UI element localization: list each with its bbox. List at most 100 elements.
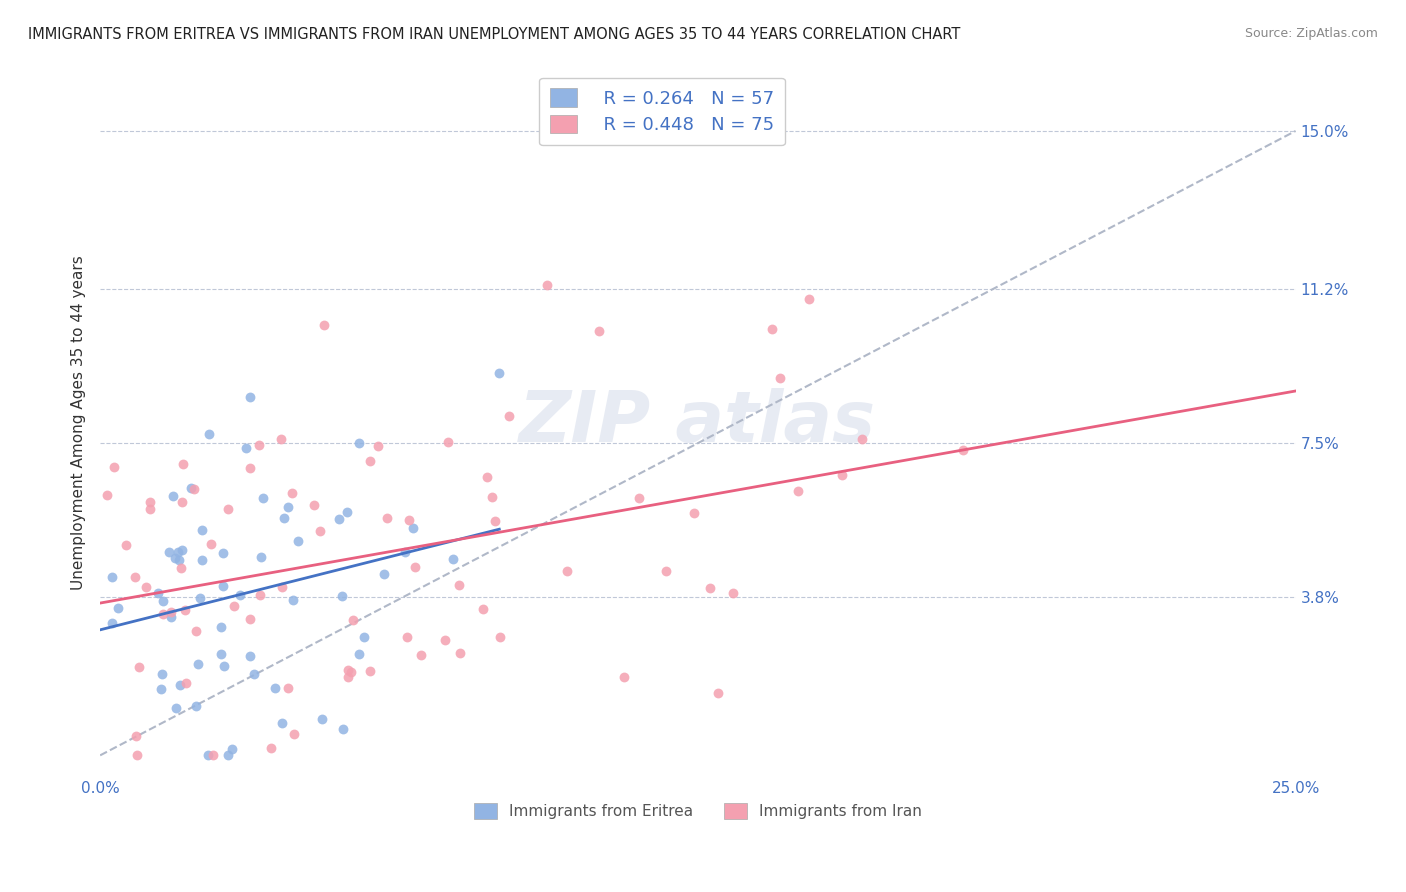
Point [139,502,162,516]
Point [394,545,416,559]
Point [277,681,299,695]
Point [159,610,181,624]
Point [152,607,174,622]
Point [441,552,464,566]
Point [706,686,728,700]
Point [488,631,510,645]
Point [271,715,294,730]
Point [353,630,375,644]
Point [202,748,225,763]
Point [169,553,191,567]
Point [239,648,262,663]
Point [250,549,273,564]
Point [191,524,214,538]
Point [146,586,169,600]
Point [260,741,283,756]
Point [787,484,810,499]
Point [314,318,336,332]
Point [723,585,745,599]
Point [336,505,359,519]
Point [198,426,221,441]
Point [149,682,172,697]
Point [437,435,460,450]
Point [252,491,274,506]
Point [330,590,353,604]
Point [174,603,197,617]
Point [271,580,294,594]
Point [135,580,157,594]
Point [588,324,610,338]
Point [242,666,264,681]
Text: ZIP atlas: ZIP atlas [519,388,876,457]
Point [212,579,235,593]
Point [222,599,245,614]
Point [311,712,333,726]
Point [114,538,136,552]
Point [212,658,235,673]
Point [328,512,350,526]
Point [174,675,197,690]
Point [628,491,651,505]
Point [187,657,209,671]
Point [211,546,233,560]
Point [101,570,124,584]
Point [402,520,425,534]
Point [281,593,304,607]
Point [769,370,792,384]
Point [247,438,270,452]
Point [336,670,359,684]
Point [159,606,181,620]
Point [404,559,426,574]
Point [107,601,129,615]
Point [332,722,354,736]
Point [103,460,125,475]
Point [239,390,262,404]
Point [613,670,636,684]
Point [125,748,148,763]
Point [831,468,853,483]
Point [229,588,252,602]
Point [180,481,202,495]
Point [170,542,193,557]
Point [347,435,370,450]
Point [349,648,371,662]
Point [342,613,364,627]
Point [359,664,381,678]
Point [170,495,193,509]
Point [191,552,214,566]
Point [472,602,495,616]
Point [197,748,219,763]
Point [952,443,974,458]
Point [239,612,262,626]
Point [217,502,239,516]
Point [277,500,299,515]
Legend: Immigrants from Eritrea, Immigrants from Iran: Immigrants from Eritrea, Immigrants from… [468,797,928,825]
Point [188,591,211,605]
Point [200,536,222,550]
Point [273,511,295,525]
Point [302,498,325,512]
Point [555,564,578,578]
Point [172,457,194,471]
Point [366,440,388,454]
Point [536,277,558,292]
Point [184,699,207,714]
Text: IMMIGRANTS FROM ERITREA VS IMMIGRANTS FROM IRAN UNEMPLOYMENT AMONG AGES 35 TO 44: IMMIGRANTS FROM ERITREA VS IMMIGRANTS FR… [28,27,960,42]
Point [761,322,783,336]
Point [359,454,381,468]
Point [433,633,456,648]
Point [488,367,510,381]
Point [655,564,678,578]
Point [375,511,398,525]
Point [477,470,499,484]
Point [799,292,821,306]
Point [373,567,395,582]
Point [398,513,420,527]
Point [264,681,287,695]
Point [287,534,309,549]
Point [124,570,146,584]
Point [183,482,205,496]
Point [209,648,232,662]
Point [409,648,432,662]
Point [308,524,330,538]
